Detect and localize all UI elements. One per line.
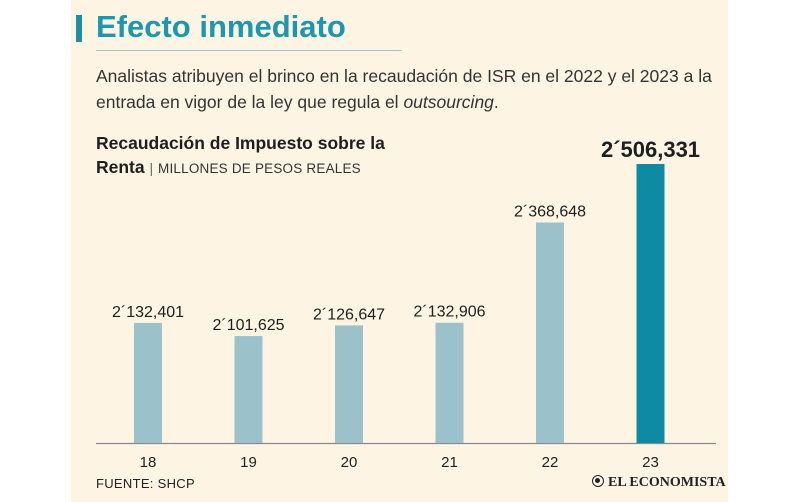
value-label-21: 2´132,906 bbox=[413, 304, 485, 321]
brand-logo: EL ECONOMISTA bbox=[592, 475, 726, 491]
x-tick-label-18: 18 bbox=[140, 454, 157, 471]
chart-title-bold: Recaudación de Impuesto sobre la Renta bbox=[96, 133, 385, 177]
title-accent-bar bbox=[76, 15, 82, 42]
x-tick-label-20: 20 bbox=[341, 454, 358, 471]
page-title: Efecto inmediato bbox=[96, 9, 346, 44]
infographic-card: Efecto inmediato Analistas atribuyen el … bbox=[71, 0, 728, 502]
brand-mark-icon bbox=[592, 475, 604, 487]
brand-name: EL ECONOMISTA bbox=[608, 475, 726, 490]
subtitle-end: . bbox=[493, 92, 499, 112]
x-tick-label-19: 19 bbox=[240, 454, 257, 471]
bar-21 bbox=[435, 322, 464, 443]
value-label-19: 2´101,625 bbox=[212, 317, 284, 334]
chart-title-separator: | bbox=[149, 160, 154, 176]
subtitle: Analistas atribuyen el brinco en la reca… bbox=[96, 63, 716, 115]
bar-chart: 2´132,401 18 2´101,625 19 2´126,647 20 2´132,9… bbox=[96, 137, 716, 471]
subtitle-text: Analistas atribuyen el brinco en la reca… bbox=[96, 66, 712, 112]
value-label-22: 2´368,648 bbox=[514, 204, 586, 221]
source-note: FUENTE: SHCP bbox=[96, 476, 195, 491]
bar-18 bbox=[134, 322, 162, 443]
value-label-18: 2´132,401 bbox=[112, 304, 184, 321]
chart-unit: MILLONES DE PESOS REALES bbox=[158, 161, 361, 176]
x-tick-label-23: 23 bbox=[642, 454, 659, 471]
value-label-23: 2´506,331 bbox=[601, 137, 700, 162]
chart-title: Recaudación de Impuesto sobre la Renta |… bbox=[96, 131, 426, 181]
x-tick-label-22: 22 bbox=[542, 454, 559, 471]
subtitle-italic: outsourcing bbox=[403, 92, 494, 112]
bar-22 bbox=[536, 222, 564, 443]
bar-23 bbox=[636, 164, 665, 443]
bar-19 bbox=[234, 336, 263, 443]
bar-20 bbox=[335, 325, 363, 443]
title-divider bbox=[96, 50, 402, 51]
x-tick-label-21: 21 bbox=[441, 454, 458, 471]
value-label-20: 2´126,647 bbox=[313, 306, 385, 323]
